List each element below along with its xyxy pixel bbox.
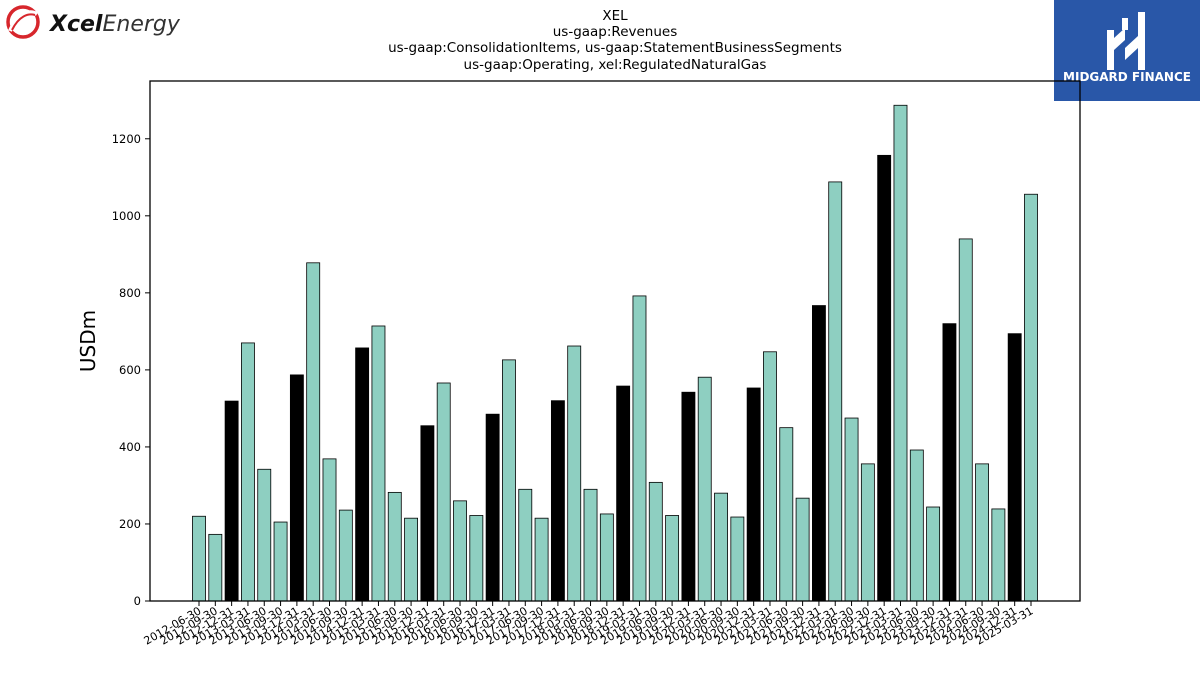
title-line-2: us-gaap:Revenues [553, 24, 678, 40]
bar-2018-12-31 [616, 385, 631, 602]
bar-2017-09-30 [534, 517, 549, 602]
plot-frame [149, 80, 1081, 602]
midgard-finance-logo: MIDGARD FINANCE [1054, 0, 1200, 101]
title-line-4: us-gaap:Operating, xel:RegulatedNaturalG… [464, 57, 767, 73]
bar-2019-06-30 [648, 481, 663, 602]
bar-2018-06-30 [583, 488, 598, 602]
bar-2019-09-30 [665, 515, 680, 602]
bar-2025-03-31 [1024, 193, 1038, 602]
bar-2015-09-30 [404, 517, 418, 602]
bar-2020-09-30 [730, 516, 745, 602]
bar-2023-06-30 [909, 449, 924, 602]
bar-2014-12-31 [355, 347, 370, 602]
bar-2021-12-31 [812, 305, 826, 602]
bar-2022-09-30 [860, 463, 875, 602]
bar-2014-06-30 [322, 458, 337, 602]
y-axis: 0 200 400 600 800 1000 1200 [112, 132, 150, 608]
bar-2013-06-30 [257, 468, 272, 602]
bars-layer [192, 104, 1038, 602]
y-tick-label: 1200 [112, 132, 141, 146]
y-tick-label: 0 [134, 594, 141, 608]
bar-2016-12-31 [485, 413, 500, 602]
x-axis: 2012-06-302012-09-302012-12-312013-03-31… [142, 601, 1036, 648]
bar-2020-06-30 [714, 492, 728, 602]
bar-2015-06-30 [387, 491, 402, 602]
y-tick-label: 1000 [112, 209, 141, 223]
bar-2024-12-31 [1007, 333, 1022, 602]
bar-2022-06-30 [844, 417, 859, 602]
bar-2013-12-31 [289, 374, 304, 602]
title-line-1: XEL [602, 8, 628, 24]
bar-2018-03-31 [567, 345, 582, 602]
bar-2022-03-31 [828, 181, 843, 602]
y-tick-label: 200 [119, 517, 141, 531]
y-tick-label: 600 [119, 363, 141, 377]
bar-2017-03-31 [502, 359, 516, 602]
bar-2015-03-31 [371, 325, 386, 602]
bar-2016-09-30 [469, 515, 484, 602]
bar-2013-03-31 [241, 342, 255, 602]
xcel-logo-text: XcelEnergy [48, 12, 181, 37]
bar-2022-12-31 [877, 154, 892, 602]
bar-2021-06-30 [779, 427, 794, 602]
bar-2020-03-31 [697, 376, 712, 602]
bar-2018-09-30 [599, 513, 614, 602]
y-axis-label: USDm [76, 310, 100, 372]
bar-2023-12-31 [942, 323, 957, 602]
bar-2023-09-30 [926, 506, 941, 602]
bar-2020-12-31 [746, 387, 761, 602]
bar-2024-03-31 [958, 238, 973, 602]
chart-title: XEL us-gaap:Revenues us-gaap:Consolidati… [388, 8, 842, 73]
midgard-mark-icon [1107, 12, 1145, 70]
bar-2023-03-31 [893, 104, 908, 602]
bar-2016-06-30 [453, 500, 467, 602]
bar-2019-03-31 [632, 295, 647, 602]
bar-2015-12-31 [420, 425, 435, 602]
bar-2021-09-30 [795, 497, 810, 602]
bar-2017-06-30 [518, 488, 533, 602]
bar-2024-06-30 [975, 463, 989, 602]
bar-2021-03-31 [763, 351, 777, 602]
y-tick-label: 800 [119, 286, 141, 300]
title-line-3: us-gaap:ConsolidationItems, us-gaap:Stat… [388, 40, 842, 56]
bar-2019-12-31 [681, 391, 696, 602]
bar-2012-12-31 [224, 400, 239, 602]
bar-2012-09-30 [208, 533, 223, 602]
bar-2014-09-30 [338, 509, 353, 602]
xcel-energy-logo: XcelEnergy [6, 5, 181, 39]
bar-2013-09-30 [273, 521, 288, 602]
midgard-logo-text: MIDGARD FINANCE [1063, 70, 1191, 84]
bar-2016-03-31 [436, 382, 451, 602]
xcel-swirl-icon [6, 5, 40, 39]
y-tick-label: 400 [119, 440, 141, 454]
bar-2024-09-30 [991, 508, 1006, 602]
bar-2012-06-30 [192, 515, 206, 602]
bar-2014-03-31 [306, 262, 321, 602]
bar-2017-12-31 [550, 400, 565, 602]
